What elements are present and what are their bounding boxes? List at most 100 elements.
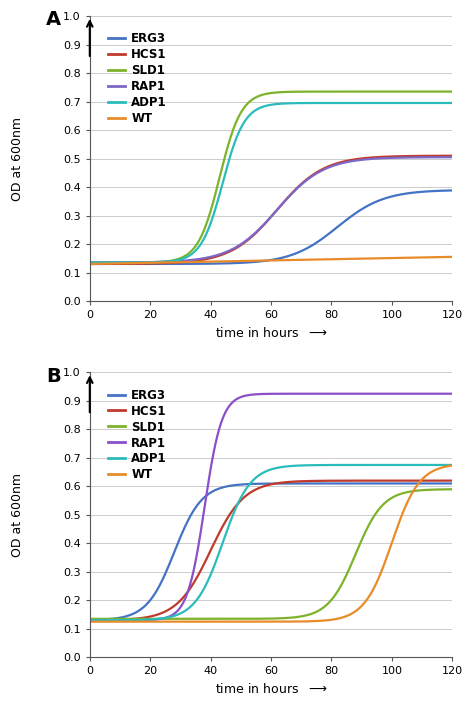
ADP1 [251, 107, 256, 116]
HCS1 [329, 160, 335, 169]
Line: RAP1: RAP1 [90, 157, 452, 262]
SLD1 [360, 533, 365, 542]
ERG3 [329, 479, 335, 488]
WT [449, 461, 455, 469]
ADP1 [180, 608, 186, 617]
WT [301, 617, 306, 626]
RAP1 [360, 390, 365, 398]
ADP1 [449, 461, 455, 469]
HCS1 [329, 477, 335, 485]
ERG3 [151, 259, 157, 268]
HCS1 [87, 259, 92, 268]
HCS1 [360, 477, 365, 485]
SLD1 [251, 94, 256, 103]
RAP1 [360, 156, 365, 164]
Line: HCS1: HCS1 [90, 481, 452, 620]
RAP1 [87, 258, 92, 267]
ADP1 [87, 616, 92, 624]
HCS1 [301, 178, 306, 187]
ADP1 [360, 99, 365, 107]
Line: ADP1: ADP1 [90, 465, 452, 620]
HCS1 [87, 616, 92, 624]
RAP1 [87, 616, 92, 624]
SLD1 [449, 485, 455, 493]
ADP1 [151, 258, 157, 267]
SLD1 [180, 253, 186, 262]
SLD1 [329, 88, 335, 96]
RAP1 [329, 162, 335, 170]
RAP1 [151, 258, 157, 267]
ERG3 [151, 591, 157, 600]
SLD1 [360, 88, 365, 96]
RAP1 [329, 390, 335, 398]
RAP1 [251, 390, 256, 399]
ADP1 [301, 99, 306, 107]
Text: B: B [46, 367, 61, 385]
ERG3 [180, 527, 186, 535]
X-axis label: time in hours  $\longrightarrow$: time in hours $\longrightarrow$ [215, 326, 327, 339]
RAP1 [180, 599, 186, 607]
ADP1 [151, 615, 157, 624]
HCS1 [151, 259, 157, 268]
RAP1 [251, 230, 256, 238]
RAP1 [151, 615, 157, 624]
RAP1 [180, 257, 186, 265]
WT [151, 259, 157, 267]
ADP1 [360, 461, 365, 469]
WT [301, 255, 306, 264]
ERG3 [329, 227, 335, 235]
WT [360, 255, 365, 263]
ERG3 [301, 479, 306, 488]
ADP1 [301, 461, 306, 469]
SLD1 [251, 614, 256, 623]
Line: ADP1: ADP1 [90, 103, 452, 262]
HCS1 [180, 258, 186, 267]
RAP1 [301, 179, 306, 187]
Line: WT: WT [90, 257, 452, 264]
Line: RAP1: RAP1 [90, 394, 452, 620]
WT [251, 257, 256, 265]
ADP1 [180, 255, 186, 263]
SLD1 [151, 258, 157, 267]
ADP1 [329, 461, 335, 469]
WT [151, 617, 157, 626]
WT [180, 258, 186, 267]
ERG3 [449, 186, 455, 194]
WT [251, 617, 256, 626]
ADP1 [329, 99, 335, 107]
SLD1 [180, 614, 186, 623]
Y-axis label: OD at 600nm: OD at 600nm [11, 117, 24, 201]
WT [180, 617, 186, 626]
SLD1 [301, 88, 306, 96]
SLD1 [301, 612, 306, 620]
ERG3 [360, 204, 365, 213]
ERG3 [180, 259, 186, 268]
Line: SLD1: SLD1 [90, 489, 452, 619]
SLD1 [87, 614, 92, 623]
WT [329, 616, 335, 624]
WT [87, 259, 92, 268]
SLD1 [151, 614, 157, 623]
ERG3 [251, 258, 256, 267]
WT [87, 617, 92, 626]
Line: SLD1: SLD1 [90, 92, 452, 262]
Line: ERG3: ERG3 [90, 484, 452, 620]
ERG3 [87, 259, 92, 268]
SLD1 [329, 595, 335, 604]
Line: WT: WT [90, 465, 452, 621]
ERG3 [251, 479, 256, 488]
HCS1 [251, 230, 256, 239]
WT [360, 600, 365, 609]
Line: HCS1: HCS1 [90, 156, 452, 264]
RAP1 [449, 153, 455, 161]
ERG3 [301, 246, 306, 255]
ADP1 [87, 258, 92, 267]
Line: ERG3: ERG3 [90, 190, 452, 264]
HCS1 [180, 593, 186, 602]
ERG3 [87, 616, 92, 624]
HCS1 [251, 486, 256, 495]
WT [329, 255, 335, 264]
SLD1 [87, 258, 92, 267]
HCS1 [449, 477, 455, 485]
HCS1 [151, 612, 157, 620]
